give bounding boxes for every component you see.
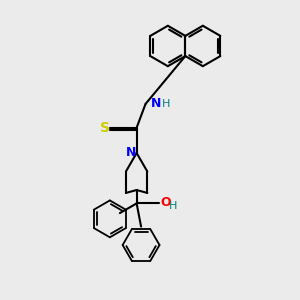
Text: O: O [160, 196, 171, 209]
Text: H: H [169, 201, 178, 211]
Text: H: H [162, 99, 170, 109]
Text: S: S [100, 121, 110, 135]
Text: N: N [125, 146, 136, 160]
Text: N: N [151, 98, 161, 110]
